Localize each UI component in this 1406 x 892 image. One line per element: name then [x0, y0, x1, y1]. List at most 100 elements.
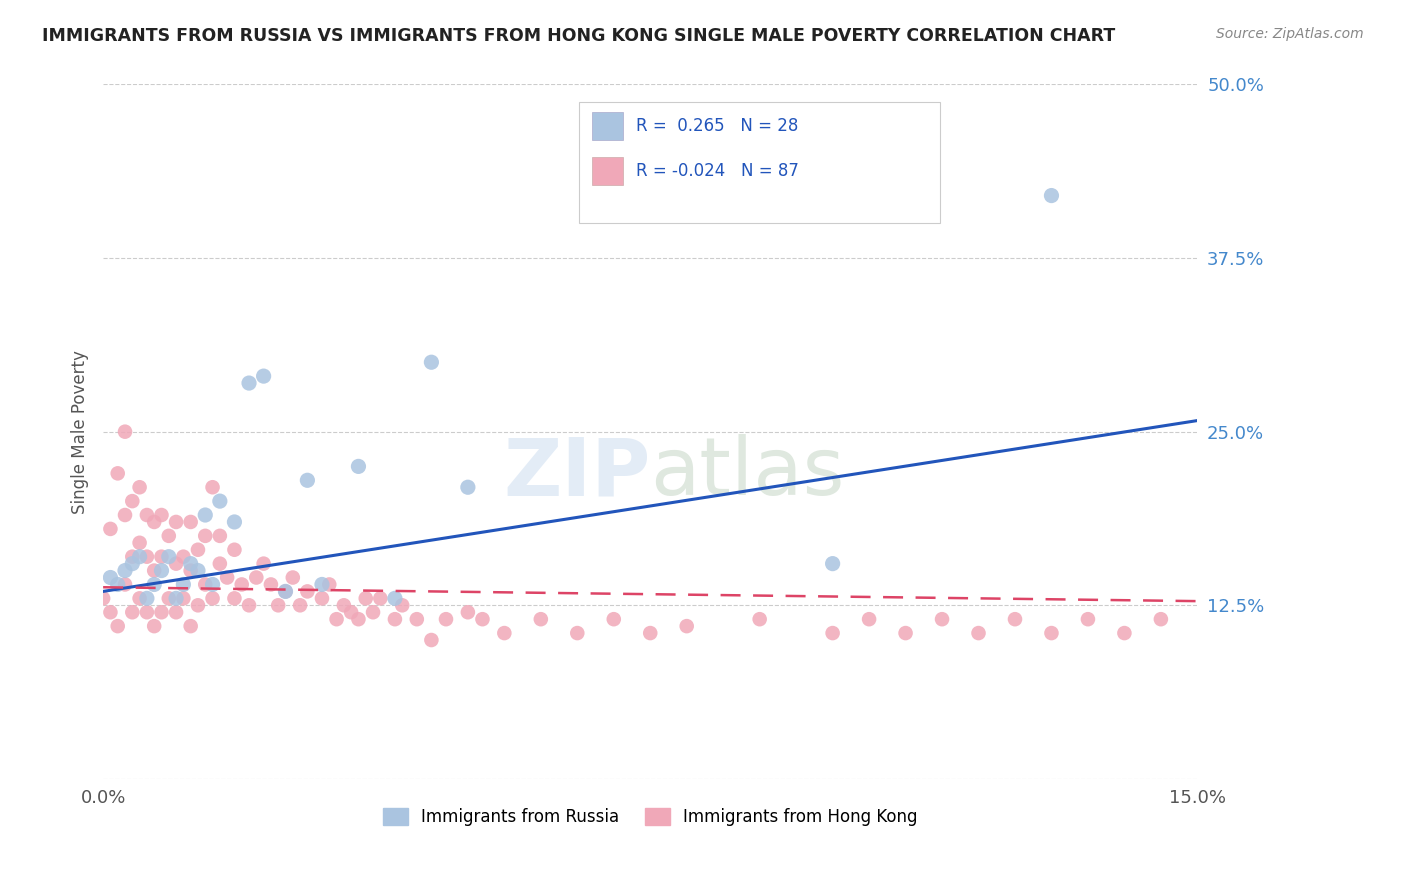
Point [128, 536, 150, 550]
Point [224, 515, 246, 529]
Point [121, 549, 143, 564]
Point [333, 599, 356, 613]
FancyBboxPatch shape [592, 112, 623, 140]
Point [135, 605, 157, 619]
Text: R =  0.265   N = 28: R = 0.265 N = 28 [636, 117, 799, 135]
Point [143, 619, 166, 633]
Point [114, 508, 136, 522]
Point [157, 591, 180, 606]
Point [187, 542, 209, 557]
Point [931, 612, 953, 626]
Point [405, 612, 427, 626]
Point [420, 355, 443, 369]
Point [143, 515, 166, 529]
Point [1150, 612, 1173, 626]
Point [420, 633, 443, 648]
Point [1040, 626, 1063, 640]
Point [187, 564, 209, 578]
Point [530, 612, 553, 626]
Point [457, 480, 479, 494]
Point [361, 605, 384, 619]
Point [172, 591, 194, 606]
Point [135, 549, 157, 564]
Point [128, 480, 150, 494]
Point [231, 577, 253, 591]
Point [194, 529, 217, 543]
Point [384, 591, 406, 606]
Point [180, 515, 202, 529]
Point [100, 570, 122, 584]
FancyBboxPatch shape [592, 157, 623, 186]
Point [354, 591, 377, 606]
Point [201, 591, 224, 606]
Point [121, 605, 143, 619]
Point [180, 619, 202, 633]
Text: IMMIGRANTS FROM RUSSIA VS IMMIGRANTS FROM HONG KONG SINGLE MALE POVERTY CORRELAT: IMMIGRANTS FROM RUSSIA VS IMMIGRANTS FRO… [42, 27, 1115, 45]
Point [150, 564, 173, 578]
Y-axis label: Single Male Poverty: Single Male Poverty [72, 350, 89, 514]
Point [128, 591, 150, 606]
Point [157, 529, 180, 543]
Point [100, 522, 122, 536]
Point [135, 508, 157, 522]
Point [107, 577, 129, 591]
Point [208, 494, 231, 508]
Point [567, 626, 589, 640]
Point [180, 557, 202, 571]
Point [165, 515, 187, 529]
Point [967, 626, 990, 640]
Point [143, 564, 166, 578]
Point [208, 557, 231, 571]
Point [434, 612, 457, 626]
Point [150, 605, 173, 619]
Point [370, 591, 392, 606]
Point [675, 619, 697, 633]
Point [100, 605, 122, 619]
Point [91, 591, 114, 606]
Legend: Immigrants from Russia, Immigrants from Hong Kong: Immigrants from Russia, Immigrants from … [377, 802, 924, 833]
Point [217, 570, 239, 584]
Point [157, 549, 180, 564]
Point [1114, 626, 1136, 640]
Point [208, 529, 231, 543]
Point [238, 376, 260, 390]
Point [187, 599, 209, 613]
Point [858, 612, 880, 626]
Point [281, 570, 304, 584]
Text: Source: ZipAtlas.com: Source: ZipAtlas.com [1216, 27, 1364, 41]
Point [121, 557, 143, 571]
Point [297, 473, 319, 487]
Point [224, 542, 246, 557]
Point [165, 605, 187, 619]
Point [107, 467, 129, 481]
Text: ZIP: ZIP [503, 434, 650, 512]
Point [260, 577, 283, 591]
Point [638, 626, 661, 640]
Point [347, 612, 370, 626]
Point [274, 584, 297, 599]
Point [274, 584, 297, 599]
Point [150, 508, 173, 522]
Point [347, 459, 370, 474]
Point [1040, 188, 1063, 202]
Point [288, 599, 311, 613]
Point [821, 626, 844, 640]
Point [1004, 612, 1026, 626]
Point [297, 584, 319, 599]
Point [201, 577, 224, 591]
Point [128, 549, 150, 564]
Point [748, 612, 770, 626]
Point [180, 564, 202, 578]
Point [121, 494, 143, 508]
Point [471, 612, 494, 626]
Point [172, 549, 194, 564]
Point [150, 549, 173, 564]
Point [311, 591, 333, 606]
Point [114, 425, 136, 439]
Point [194, 508, 217, 522]
Point [135, 591, 157, 606]
Point [325, 612, 347, 626]
Point [172, 577, 194, 591]
Point [143, 577, 166, 591]
Point [107, 619, 129, 633]
